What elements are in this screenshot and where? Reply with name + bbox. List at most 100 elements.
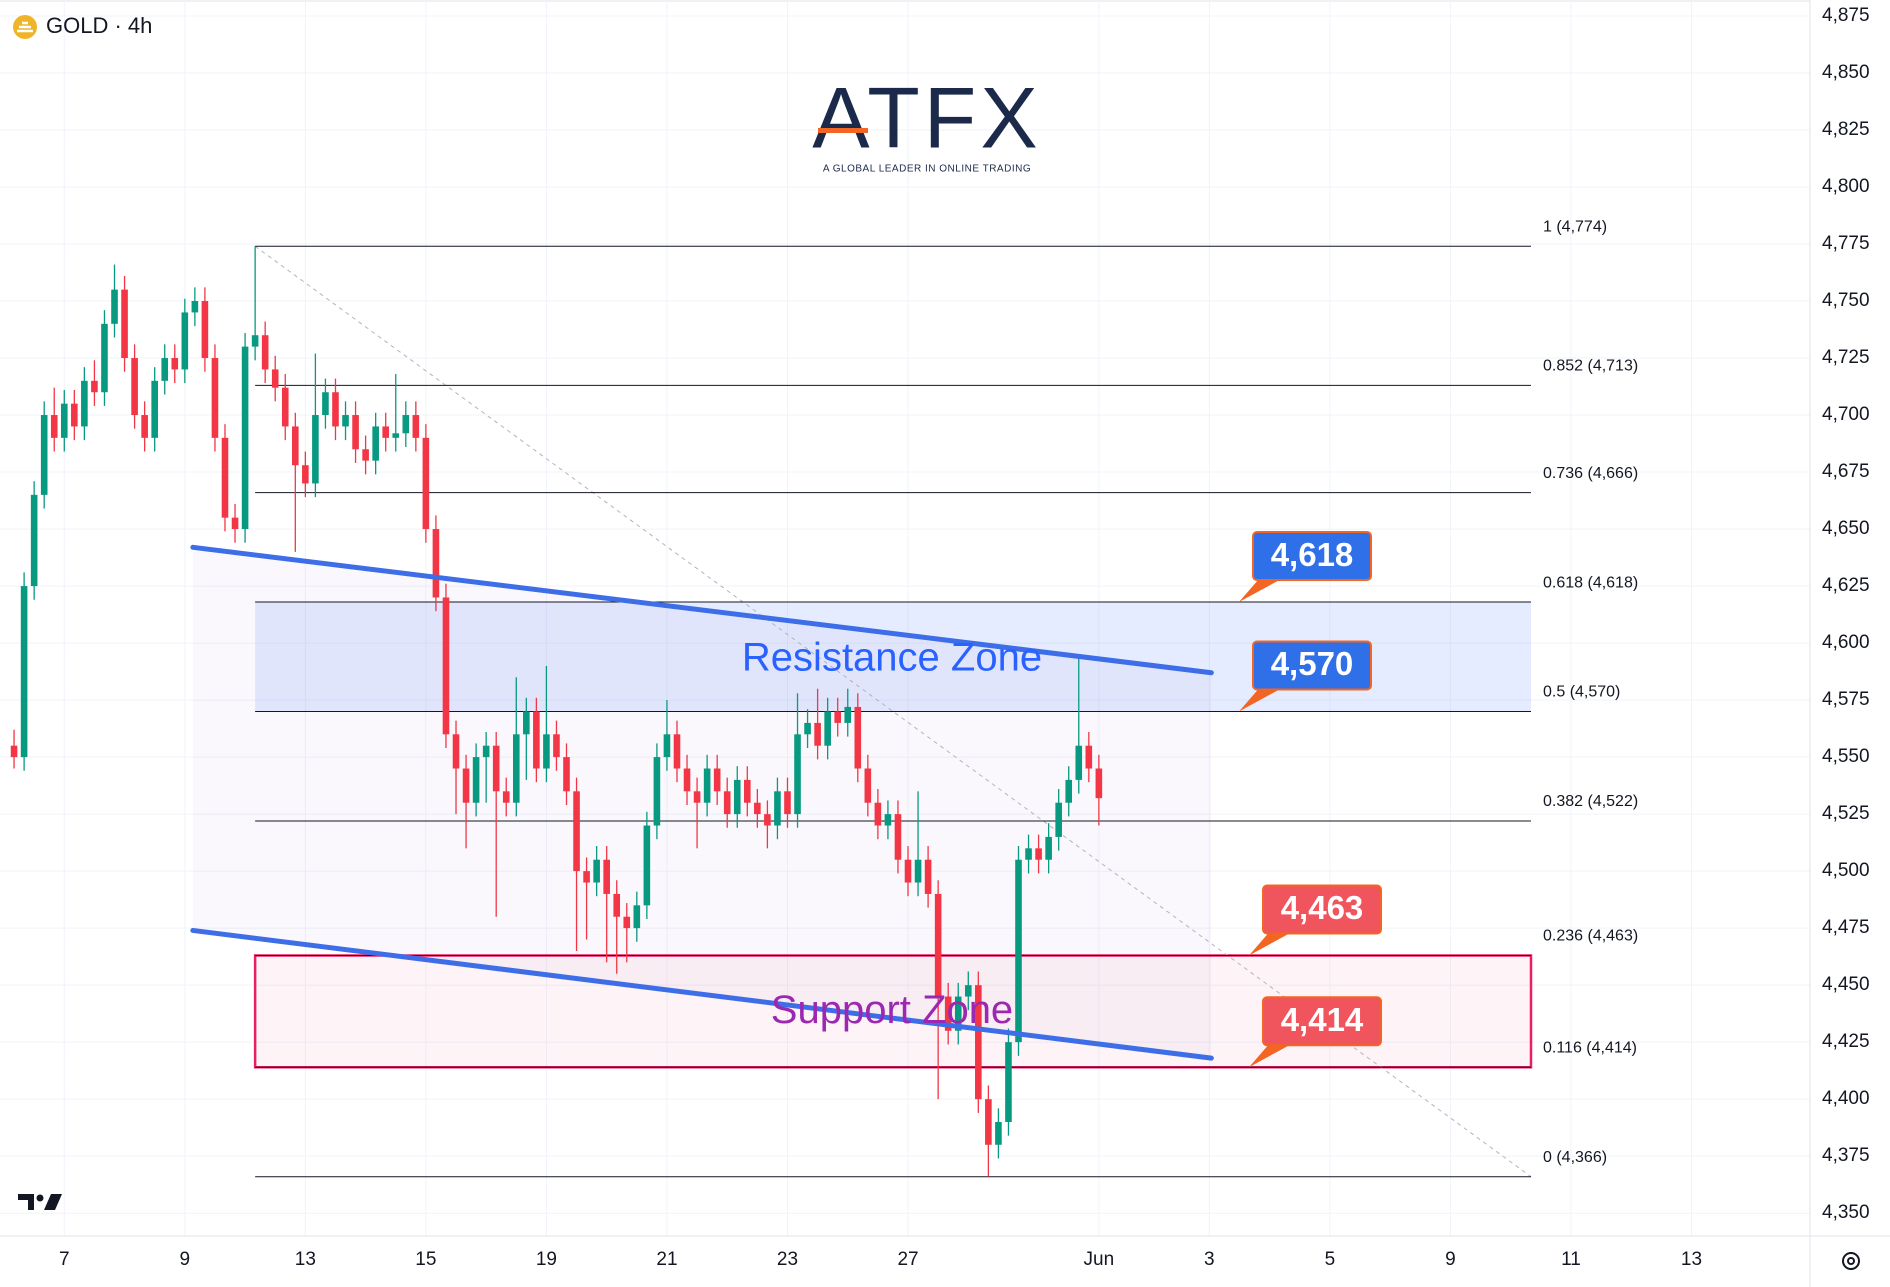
settings-gear[interactable] [1842,1252,1860,1270]
tv-logo-part [44,1194,62,1210]
fib-level-label: 0.382 (4,522) [1543,793,1638,810]
tv-logo-part [18,1194,34,1210]
fib-level-label: 0.736 (4,666) [1543,465,1638,482]
candle-body [472,757,480,803]
axes: 4,350 4,375 4,400 4,425 4,450 4,475 4,500 4,525… [59,5,1870,1270]
candle-body [954,996,962,1031]
candle-body [1095,768,1103,799]
y-tick-label: 4,600 [1822,632,1870,653]
candle-body [241,346,249,530]
tv-logo [18,1194,62,1210]
price-badge [1252,640,1372,691]
candle-body [392,433,400,438]
y-tick-label: 4,850 [1822,62,1870,83]
settings-icon[interactable] [1842,1252,1860,1270]
tv-logo-part [36,1194,44,1202]
y-tick-label: 4,525 [1822,803,1870,824]
candle-body [121,289,128,359]
y-tick-label: 4,400 [1822,1088,1870,1109]
candle-body [352,415,359,450]
price-badge-label: 4,570 [1271,645,1354,682]
candle-body [312,415,319,484]
y-tick-label: 4,825 [1822,119,1870,140]
candle-body [292,426,299,466]
trend-line [190,927,1214,1061]
grid [0,0,1810,1236]
price-badge-label: 4,618 [1271,536,1354,573]
candle-body [211,358,219,438]
candle-body [864,768,872,803]
candle-body [322,392,329,416]
candle-body [1085,745,1093,769]
x-tick-label: 9 [1445,1249,1456,1270]
candle-body [30,494,38,587]
candle-body [643,825,651,906]
x-tick-label: 19 [536,1249,557,1270]
candle-body [673,734,681,769]
y-tick-label: 4,450 [1822,974,1870,995]
zone-label: Support Zone [771,988,1013,1032]
candle-body [1065,779,1073,803]
candle-body [382,426,390,438]
fib-level-label: 0 (4,366) [1543,1149,1607,1166]
candle-body [402,415,410,434]
candle-body [824,711,831,746]
fib-level-label: 0.5 (4,570) [1543,684,1620,701]
candle-body [141,415,148,438]
candle-body [422,437,430,530]
candle-body [302,465,309,484]
candle-body [151,380,158,438]
candle-body [703,768,711,803]
candle-body [271,369,279,388]
candle-body [512,734,520,803]
y-tick-label: 4,700 [1822,404,1870,425]
symbol-icon-glyph [17,21,33,33]
y-tick-label: 4,750 [1822,290,1870,311]
candle-body [201,301,209,359]
candle-body [944,996,952,1031]
candle-body [1045,836,1052,860]
x-tick-label: 23 [777,1249,798,1270]
settings-gear-center[interactable] [1847,1257,1855,1265]
fib-level-label: 0.852 (4,713) [1543,358,1638,375]
x-tick-label: 21 [656,1249,677,1270]
candle-body [482,745,490,758]
candle-body [342,415,349,427]
candle-body [713,768,721,792]
symbol-title[interactable]: GOLD · 4h [46,13,152,38]
candle-body [221,437,229,518]
x-tick-label: 11 [1561,1249,1581,1270]
candle-body [362,449,369,461]
candle-body [81,380,88,427]
price-badge-label: 4,414 [1281,1001,1364,1038]
candle-body [50,415,58,438]
y-tick-label: 4,375 [1822,1145,1870,1166]
candle-body [1005,1042,1012,1122]
candle-body [814,722,821,746]
price-axis-bg [1810,0,1890,1287]
price-badge [1262,996,1382,1047]
x-tick-label: 7 [59,1249,70,1270]
logo-accent [818,128,868,133]
y-tick-label: 4,725 [1822,347,1870,368]
candle-body [914,859,922,883]
fib-level-label: 0.116 (4,414) [1543,1039,1637,1056]
candle-body [794,734,801,815]
fib-level-label: 0.618 (4,618) [1543,574,1638,591]
y-tick-label: 4,875 [1822,5,1870,26]
logo-tagline: A GLOBAL LEADER IN ONLINE TRADING [823,164,1031,175]
candle-body [985,1099,992,1145]
y-tick-label: 4,650 [1822,518,1870,539]
candle-body [161,358,169,381]
candle-body [764,814,771,826]
y-tick-label: 4,675 [1822,461,1870,482]
candle-body [251,335,259,347]
candle-body [593,859,600,883]
x-tick-label: 5 [1325,1249,1336,1270]
logo-name: ATFX [812,71,1041,167]
annotations-front: 1 (4,774) 0.852 (4,713) 0.736 (4,666) 0.618… [190,219,1638,1166]
candle-body [533,711,540,769]
y-tick-label: 4,500 [1822,860,1870,881]
candle-body [924,859,932,894]
candle-body [1055,802,1062,837]
